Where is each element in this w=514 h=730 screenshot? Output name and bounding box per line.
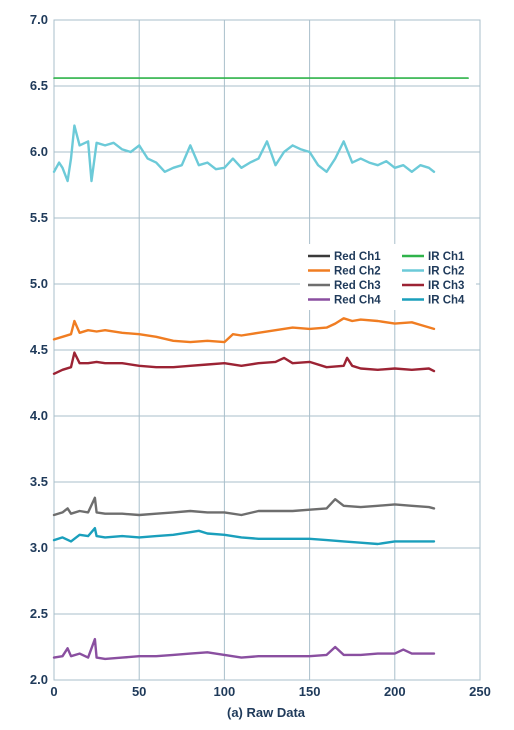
y-tick-label: 2.0 [30,672,48,687]
y-tick-label: 2.5 [30,606,48,621]
series-lines [52,77,469,661]
y-tick-label: 6.5 [30,78,48,93]
series-line-red-ch2 [52,317,436,344]
y-tick-label: 5.0 [30,276,48,291]
legend-label: Red Ch3 [334,280,381,292]
y-tick-label: 3.5 [30,474,48,489]
y-tick-label: 4.0 [30,408,48,423]
plot-frame [53,19,481,681]
legend-label: IR Ch4 [428,295,465,307]
y-tick-label: 7.0 [30,12,48,27]
legend-label: IR Ch2 [428,266,464,278]
series-line-ir-ch3 [52,351,436,375]
legend-label: Red Ch1 [334,251,381,263]
x-tick-label: 150 [299,684,321,699]
y-tick-label: 3.0 [30,540,48,555]
series-line-red-ch3 [52,496,436,517]
x-tick-label: 250 [469,684,491,699]
axes: 2.0 2.5 3.0 3.5 4.0 4.5 5.0 5.5 6.0 6.5 7.0 0 50 100 1… [30,12,491,699]
legend-label: Red Ch2 [334,266,381,278]
x-tick-label: 200 [384,684,406,699]
legend-label: Red Ch4 [334,295,381,307]
grid [53,19,481,681]
x-tick-label: 100 [214,684,236,699]
legend-label: IR Ch1 [428,251,465,263]
x-tick-label: 50 [132,684,146,699]
series-line-red-ch4 [52,637,436,661]
x-tick-label: 0 [50,684,57,699]
series-line-ir-ch4 [52,527,436,546]
y-tick-label: 6.0 [30,144,48,159]
y-tick-label: 5.5 [30,210,48,225]
x-axis-label: (a) Raw Data [227,705,306,720]
y-tick-label: 4.5 [30,342,48,357]
legend: Red Ch1 Red Ch2 Red Ch3 Red Ch4 IR Ch1 IR Ch2… [300,244,476,310]
series-line-ir-ch2 [52,124,436,183]
legend-label: IR Ch3 [428,280,464,292]
